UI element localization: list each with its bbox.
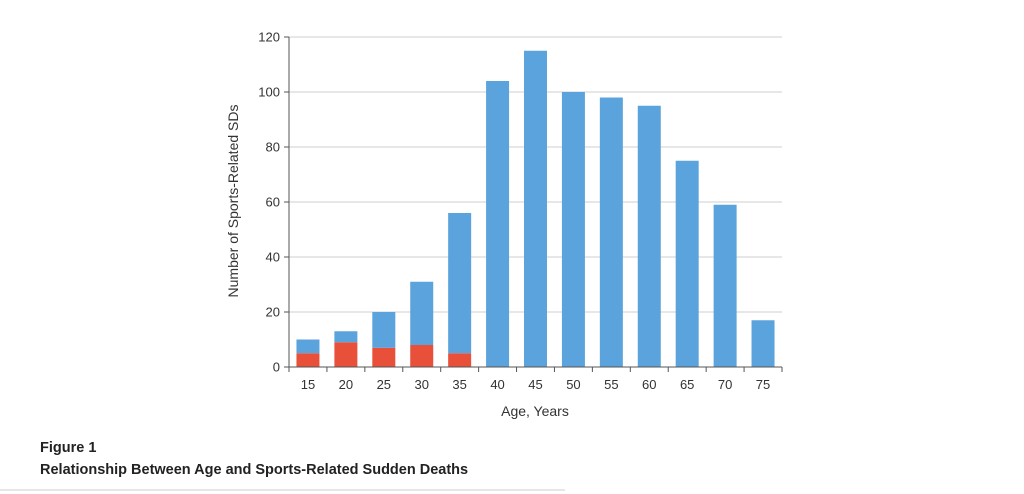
y-tick-label: 40 [266, 250, 280, 265]
x-tick-label: 45 [528, 377, 542, 392]
x-tick-label: 30 [414, 377, 428, 392]
y-tick-label: 120 [258, 30, 280, 45]
bar-chart: 0 20 40 60 80 100 120 15 20 25 30 35 40 45 50 55 60 65 70… [225, 30, 783, 419]
bar-40-series-2 [486, 81, 510, 367]
y-tick-label: 80 [266, 140, 280, 155]
bar-15-series-1 [296, 353, 320, 367]
bar-35-series-2 [448, 213, 472, 354]
bar-30-series-2 [410, 281, 434, 345]
bars [296, 50, 775, 367]
x-tick-label: 55 [604, 377, 618, 392]
bar-55-series-2 [599, 97, 623, 367]
bar-20-series-2 [334, 331, 358, 343]
figure-number: Figure 1 [40, 440, 97, 456]
y-tick-labels: 0 20 40 60 80 100 120 [258, 30, 289, 375]
divider [0, 489, 565, 491]
bar-30-series-1 [410, 345, 434, 367]
x-tick-label: 50 [566, 377, 580, 392]
bar-50-series-2 [561, 92, 585, 367]
y-tick-label: 60 [266, 195, 280, 210]
bar-60-series-2 [637, 105, 661, 367]
figure-title: Relationship Between Age and Sports-Rela… [40, 462, 469, 478]
y-tick-label: 100 [258, 85, 280, 100]
bar-75-series-2 [751, 320, 775, 367]
bar-35-series-1 [448, 353, 472, 367]
y-tick-label: 0 [273, 360, 280, 375]
x-tick-label: 75 [756, 377, 770, 392]
x-tick-label: 65 [680, 377, 694, 392]
bar-15-series-2 [296, 339, 320, 354]
y-tick-label: 20 [266, 305, 280, 320]
bar-45-series-2 [524, 50, 547, 367]
y-axis-label: Number of Sports-Related SDs [225, 105, 241, 298]
x-tick-label: 60 [642, 377, 656, 392]
bar-25-series-2 [372, 312, 396, 348]
x-tick-labels: 15 20 25 30 35 40 45 50 55 60 65 70 75 [288, 367, 783, 392]
x-tick-label: 25 [377, 377, 391, 392]
x-tick-label: 20 [339, 377, 353, 392]
x-axis-label: Age, Years [501, 403, 569, 419]
bar-65-series-2 [675, 160, 699, 367]
bar-20-series-1 [334, 342, 358, 367]
x-tick-label: 15 [301, 377, 315, 392]
x-tick-label: 70 [718, 377, 732, 392]
bar-25-series-1 [372, 347, 396, 367]
x-tick-label: 35 [452, 377, 466, 392]
bar-70-series-2 [713, 204, 737, 367]
x-tick-label: 40 [490, 377, 504, 392]
